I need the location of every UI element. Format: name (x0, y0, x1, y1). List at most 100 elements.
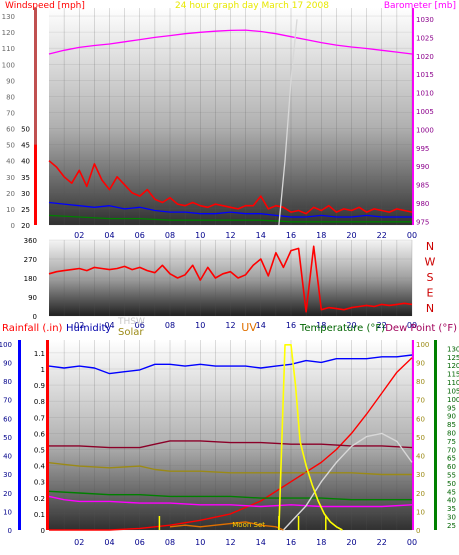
p1-left-axis-bar-active (34, 144, 37, 225)
p1-series-1 (48, 160, 413, 215)
p1-y-right-tick: 990 (416, 163, 429, 171)
p3-y-left-tick: 0 (41, 527, 45, 535)
p1-y-left-alt-tick: 45 (21, 142, 30, 150)
p3-y-right-tick: 115 (447, 371, 459, 379)
p3-annotation-moon-set: Moon Set (232, 521, 265, 529)
p3-y-right-tick: 45 (447, 488, 456, 496)
p1-x-tick: 00 (407, 231, 417, 240)
p1-series-4 (278, 19, 298, 226)
p1-y-right-tick: 1005 (416, 108, 434, 116)
p1-y-right-tick: 1000 (416, 126, 434, 134)
p3-left-axis-bar-blue (18, 340, 21, 530)
p3-y-right-tick: 125 (447, 354, 459, 362)
p3-right-axis-bar-2 (412, 340, 414, 530)
p1-y-left-tick: 130 (2, 13, 15, 21)
p1-y-left-alt-tick: 35 (21, 174, 30, 182)
p3-y-right-tick: 75 (447, 438, 456, 446)
p1-ylabel-left: Windspeed [mph] (5, 1, 85, 11)
p1-x-tick: 18 (316, 231, 326, 240)
p3-y-left-tick: 0.9 (34, 382, 45, 390)
p3-label-uv: UV (241, 321, 257, 334)
p2-x-tick: 08 (165, 321, 175, 330)
p3-y-left-tick: 1.1 (34, 350, 45, 358)
p1-x-tick: 08 (165, 231, 175, 240)
p1-y-left-tick: 20 (6, 190, 15, 198)
p1-y-left-tick: 110 (2, 45, 15, 53)
p2-x-tick: 14 (256, 321, 266, 330)
p1-y-right-tick: 1020 (416, 53, 434, 61)
p3-x-tick: 18 (316, 538, 326, 547)
p2-x-tick: 20 (346, 321, 356, 330)
p3-y-right-inner-tick: 30 (416, 471, 425, 479)
p3-y-left-tick: 0.3 (34, 479, 45, 487)
p3-x-tick: 10 (195, 538, 205, 547)
p3-y-outer-tick: 80 (3, 378, 12, 386)
p2-x-tick: 22 (377, 321, 387, 330)
p2-series-0 (48, 245, 413, 313)
p1-series-2 (48, 201, 412, 218)
p3-y-left-tick: 0.2 (34, 495, 45, 503)
p3-label-thsw: THSW (117, 317, 145, 327)
p3-label-rainfall: Rainfall (.in) (2, 323, 63, 334)
p1-y-left-tick: 100 (2, 61, 15, 69)
p3-y-right-tick: 90 (447, 413, 456, 421)
p1-x-tick: 16 (286, 231, 296, 240)
p1-y-right-tick: 980 (416, 200, 429, 208)
p3-left-axis-bar-red (46, 340, 49, 530)
p1-x-tick: 20 (346, 231, 356, 240)
p3-y-right-tick: 105 (447, 387, 459, 395)
p3-y-left-tick: 0.7 (34, 414, 45, 422)
p2-compass-label: E (427, 287, 434, 300)
p1-y-right-tick: 1025 (416, 34, 434, 42)
p3-x-tick: 00 (407, 538, 417, 547)
p3-y-outer-tick: 0 (8, 527, 12, 535)
p3-x-tick: 16 (286, 538, 296, 547)
p1-y-right-tick: 1030 (416, 16, 434, 24)
p1-x-tick: 02 (74, 231, 84, 240)
p3-series-2 (49, 440, 413, 449)
p2-x-tick: 12 (225, 321, 235, 330)
p3-x-tick: 04 (104, 538, 114, 547)
p3-y-left-tick: 1 (41, 366, 45, 374)
p3-y-right-tick: 100 (447, 396, 459, 404)
p3-series-7 (278, 343, 343, 531)
p3-y-right-tick: 55 (447, 472, 456, 480)
p1-title: 24 hour graph day March 17 2008 (175, 1, 329, 11)
p3-y-left-tick: 0.1 (34, 511, 45, 519)
p3-y-right-inner-tick: 40 (416, 453, 425, 461)
p3-series-4 (48, 490, 412, 501)
p1-x-tick: 10 (195, 231, 205, 240)
p2-y-tick: 270 (24, 256, 37, 264)
p3-y-right-inner-tick: 20 (416, 490, 425, 498)
p3-y-right-inner-tick: 0 (416, 527, 420, 535)
p3-x-tick: 12 (225, 538, 235, 547)
p1-y-left-tick: 120 (2, 29, 15, 37)
p3-y-right-tick: 40 (447, 497, 456, 505)
p2-x-tick: 02 (74, 321, 84, 330)
p2-x-tick: 06 (135, 321, 145, 330)
p3-label-temperature: Temperature (°F) (299, 323, 385, 334)
p1-y-left-alt-tick: 40 (21, 158, 30, 166)
p1-y-left-alt-tick: 20 (21, 222, 30, 230)
p3-right-axis-bar (434, 340, 437, 530)
p3-y-outer-tick: 70 (3, 397, 12, 405)
p3-y-right-tick: 80 (447, 429, 456, 437)
p3-x-tick: 20 (346, 538, 356, 547)
p3-series-1 (49, 357, 413, 531)
p3-y-right-tick: 25 (447, 522, 456, 530)
p1-series-3 (48, 214, 412, 223)
p2-x-tick: 10 (195, 321, 205, 330)
p3-y-left-tick: 0.8 (34, 398, 45, 406)
p3-y-right-tick: 120 (447, 362, 459, 370)
p3-y-outer-tick: 60 (3, 415, 12, 423)
p3-y-right-tick: 50 (447, 480, 456, 488)
p3-y-outer-tick: 90 (3, 359, 12, 367)
p2-x-tick: 00 (407, 321, 417, 330)
p3-y-outer-tick: 50 (3, 434, 12, 442)
p3-label-dewpoint: Dew Point (°F) (385, 323, 457, 334)
p1-y-left-tick: 60 (6, 126, 15, 134)
p1-y-left-alt-tick: 25 (21, 206, 30, 214)
p2-x-tick: 16 (286, 321, 296, 330)
p1-x-tick: 12 (225, 231, 235, 240)
p2-y-tick: 360 (24, 237, 37, 245)
